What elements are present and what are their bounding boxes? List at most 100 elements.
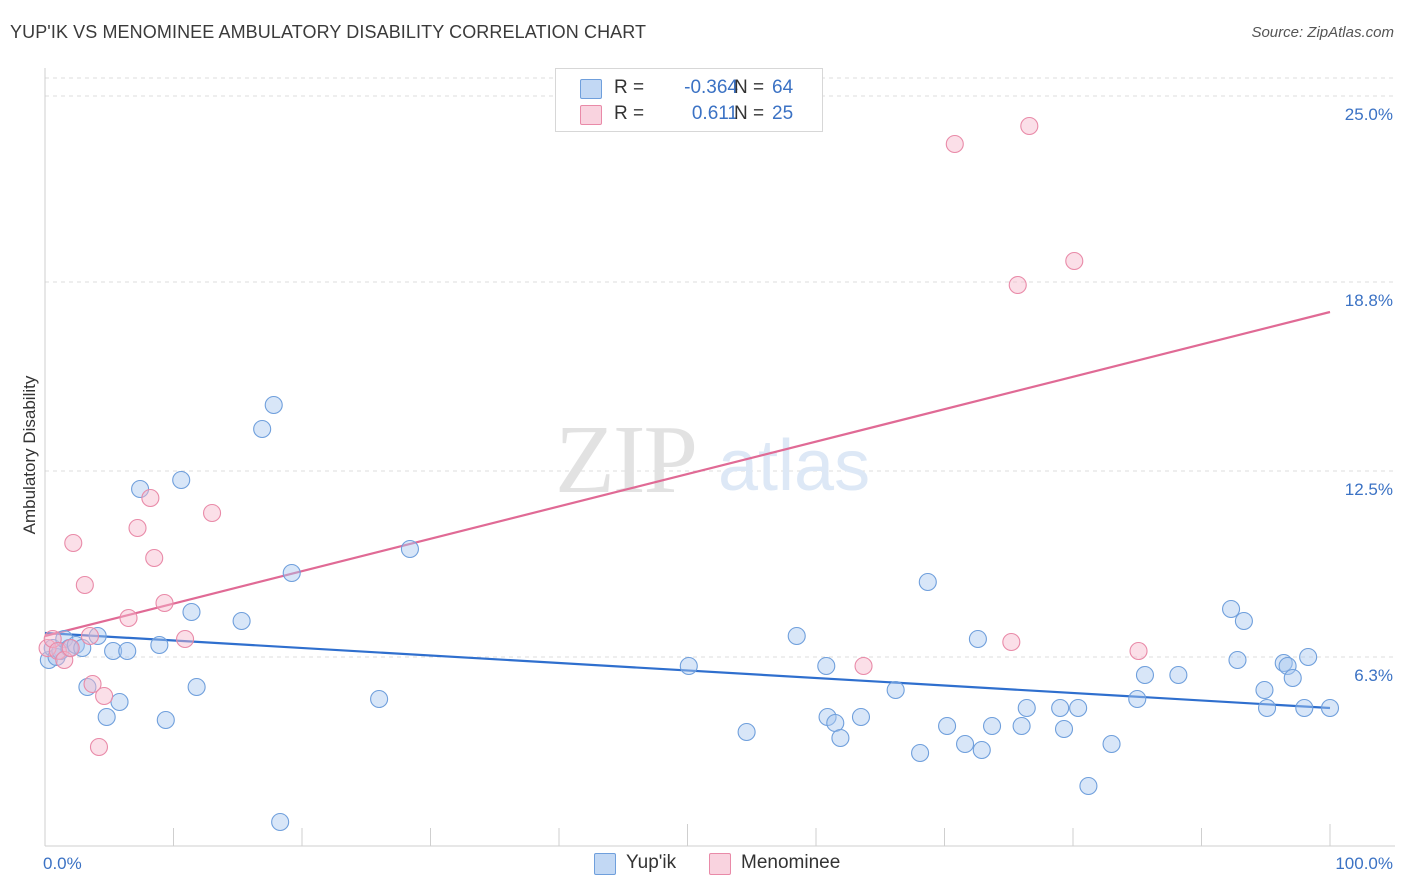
x-tick-label: 0.0% xyxy=(43,854,82,873)
data-point-yupik xyxy=(1228,650,1247,670)
data-point-yupik xyxy=(956,734,975,754)
data-point-yupik xyxy=(1278,656,1297,676)
x-tick-labels: 0.0% 100.0% xyxy=(43,854,1393,873)
trend-lines xyxy=(44,310,1331,710)
data-point-menominee xyxy=(128,518,147,538)
data-point-menominee xyxy=(1020,116,1039,136)
chart-title: YUP'IK VS MENOMINEE AMBULATORY DISABILIT… xyxy=(10,22,647,42)
data-point-menominee xyxy=(38,638,57,658)
data-point-menominee xyxy=(176,629,195,649)
data-point-yupik xyxy=(1283,668,1302,688)
data-point-yupik xyxy=(370,689,389,709)
x-tick-label: 100.0% xyxy=(1335,854,1393,873)
data-point-yupik xyxy=(1102,734,1121,754)
data-point-menominee xyxy=(80,626,100,646)
data-point-yupik xyxy=(1128,689,1147,709)
series-name-menominee: Menominee xyxy=(741,852,841,873)
data-point-yupik xyxy=(172,470,191,490)
series-swatch-yupik xyxy=(594,853,616,875)
data-point-menominee xyxy=(1129,641,1148,661)
data-point-menominee xyxy=(64,533,83,553)
data-point-menominee xyxy=(83,674,102,694)
data-point-yupik xyxy=(232,611,251,631)
data-point-menominee xyxy=(95,686,114,706)
data-point-menominee xyxy=(141,488,160,508)
data-point-yupik xyxy=(182,602,201,622)
data-point-yupik xyxy=(282,563,301,583)
axes xyxy=(44,68,1395,847)
data-point-menominee xyxy=(155,593,174,613)
legend-n-value: 64 xyxy=(772,77,794,98)
y-tick-labels: 6.3% 12.5% 18.8% 25.0% xyxy=(1345,105,1393,685)
data-point-menominee xyxy=(43,629,62,649)
data-point-yupik xyxy=(150,635,169,655)
data-point-menominee xyxy=(89,737,109,757)
data-point-yupik xyxy=(104,641,123,661)
data-point-menominee xyxy=(1065,251,1084,271)
data-point-yupik xyxy=(131,479,150,499)
data-point-yupik xyxy=(156,710,175,730)
data-point-yupik xyxy=(1299,647,1318,667)
data-point-menominee xyxy=(203,503,222,523)
legend-n-value: 25 xyxy=(772,103,794,124)
legend-r-value: 0.611 xyxy=(691,103,738,124)
data-point-yupik xyxy=(911,743,930,763)
legend-n-label: N = xyxy=(734,103,765,124)
source-label: Source: ZipAtlas.com xyxy=(1251,24,1394,41)
data-point-yupik xyxy=(187,677,206,697)
trend-line-yupik xyxy=(44,631,1331,710)
series-swatch-menominee xyxy=(709,853,731,875)
data-point-yupik xyxy=(679,656,698,676)
y-axis-label: Ambulatory Disability xyxy=(20,375,39,534)
data-point-menominee xyxy=(1008,275,1027,295)
y-tick-label: 25.0% xyxy=(1345,105,1393,124)
data-point-menominee xyxy=(119,608,138,628)
data-point-yupik xyxy=(1079,776,1098,796)
data-point-yupik xyxy=(118,641,137,661)
data-point-yupik xyxy=(918,572,937,592)
data-point-yupik xyxy=(851,707,871,727)
legend-r-value: -0.364 xyxy=(684,77,738,98)
data-point-yupik xyxy=(1222,599,1241,619)
trend-line-menominee xyxy=(44,310,1331,638)
data-point-yupik xyxy=(110,692,129,712)
correlation-legend: R = -0.364 N = 64 R = 0.611 N = 25 xyxy=(555,68,823,132)
data-point-yupik xyxy=(826,713,845,733)
data-point-yupik xyxy=(1012,716,1031,736)
y-tick-label: 6.3% xyxy=(1354,666,1393,685)
data-point-yupik xyxy=(1234,611,1253,631)
grid-lines xyxy=(45,77,1395,658)
legend-r-label: R = xyxy=(614,103,645,124)
data-point-yupik xyxy=(972,740,991,760)
watermark-zip: ZIP xyxy=(555,406,696,514)
data-point-yupik xyxy=(1017,698,1036,718)
data-point-yupik xyxy=(1069,698,1088,718)
legend-r-label: R = xyxy=(614,77,645,98)
data-point-yupik xyxy=(982,716,1002,736)
data-point-yupik xyxy=(831,728,850,748)
y-tick-label: 12.5% xyxy=(1345,480,1393,499)
y-tick-label: 18.8% xyxy=(1345,291,1393,310)
data-point-yupik xyxy=(253,419,272,439)
data-point-yupik xyxy=(1135,665,1155,685)
data-point-yupik xyxy=(1054,719,1074,739)
data-point-yupik xyxy=(78,677,97,697)
data-point-yupik xyxy=(1257,698,1277,718)
data-point-menominee xyxy=(1002,632,1021,652)
data-point-yupik xyxy=(737,722,756,742)
watermark-atlas: atlas xyxy=(718,426,870,506)
data-point-menominee xyxy=(145,548,164,568)
data-point-yupik xyxy=(264,395,283,415)
data-point-yupik xyxy=(1051,698,1070,718)
data-point-yupik xyxy=(968,629,987,649)
legend-swatch-yupik xyxy=(580,79,602,99)
legend-swatch-menominee xyxy=(580,105,602,125)
data-points xyxy=(38,116,1340,832)
data-point-yupik xyxy=(88,626,107,646)
legend-n-label: N = xyxy=(734,77,765,98)
series-name-yupik: Yup'ik xyxy=(626,852,677,873)
data-point-yupik xyxy=(938,716,957,736)
data-point-yupik xyxy=(886,680,905,700)
data-point-yupik xyxy=(1295,698,1314,718)
